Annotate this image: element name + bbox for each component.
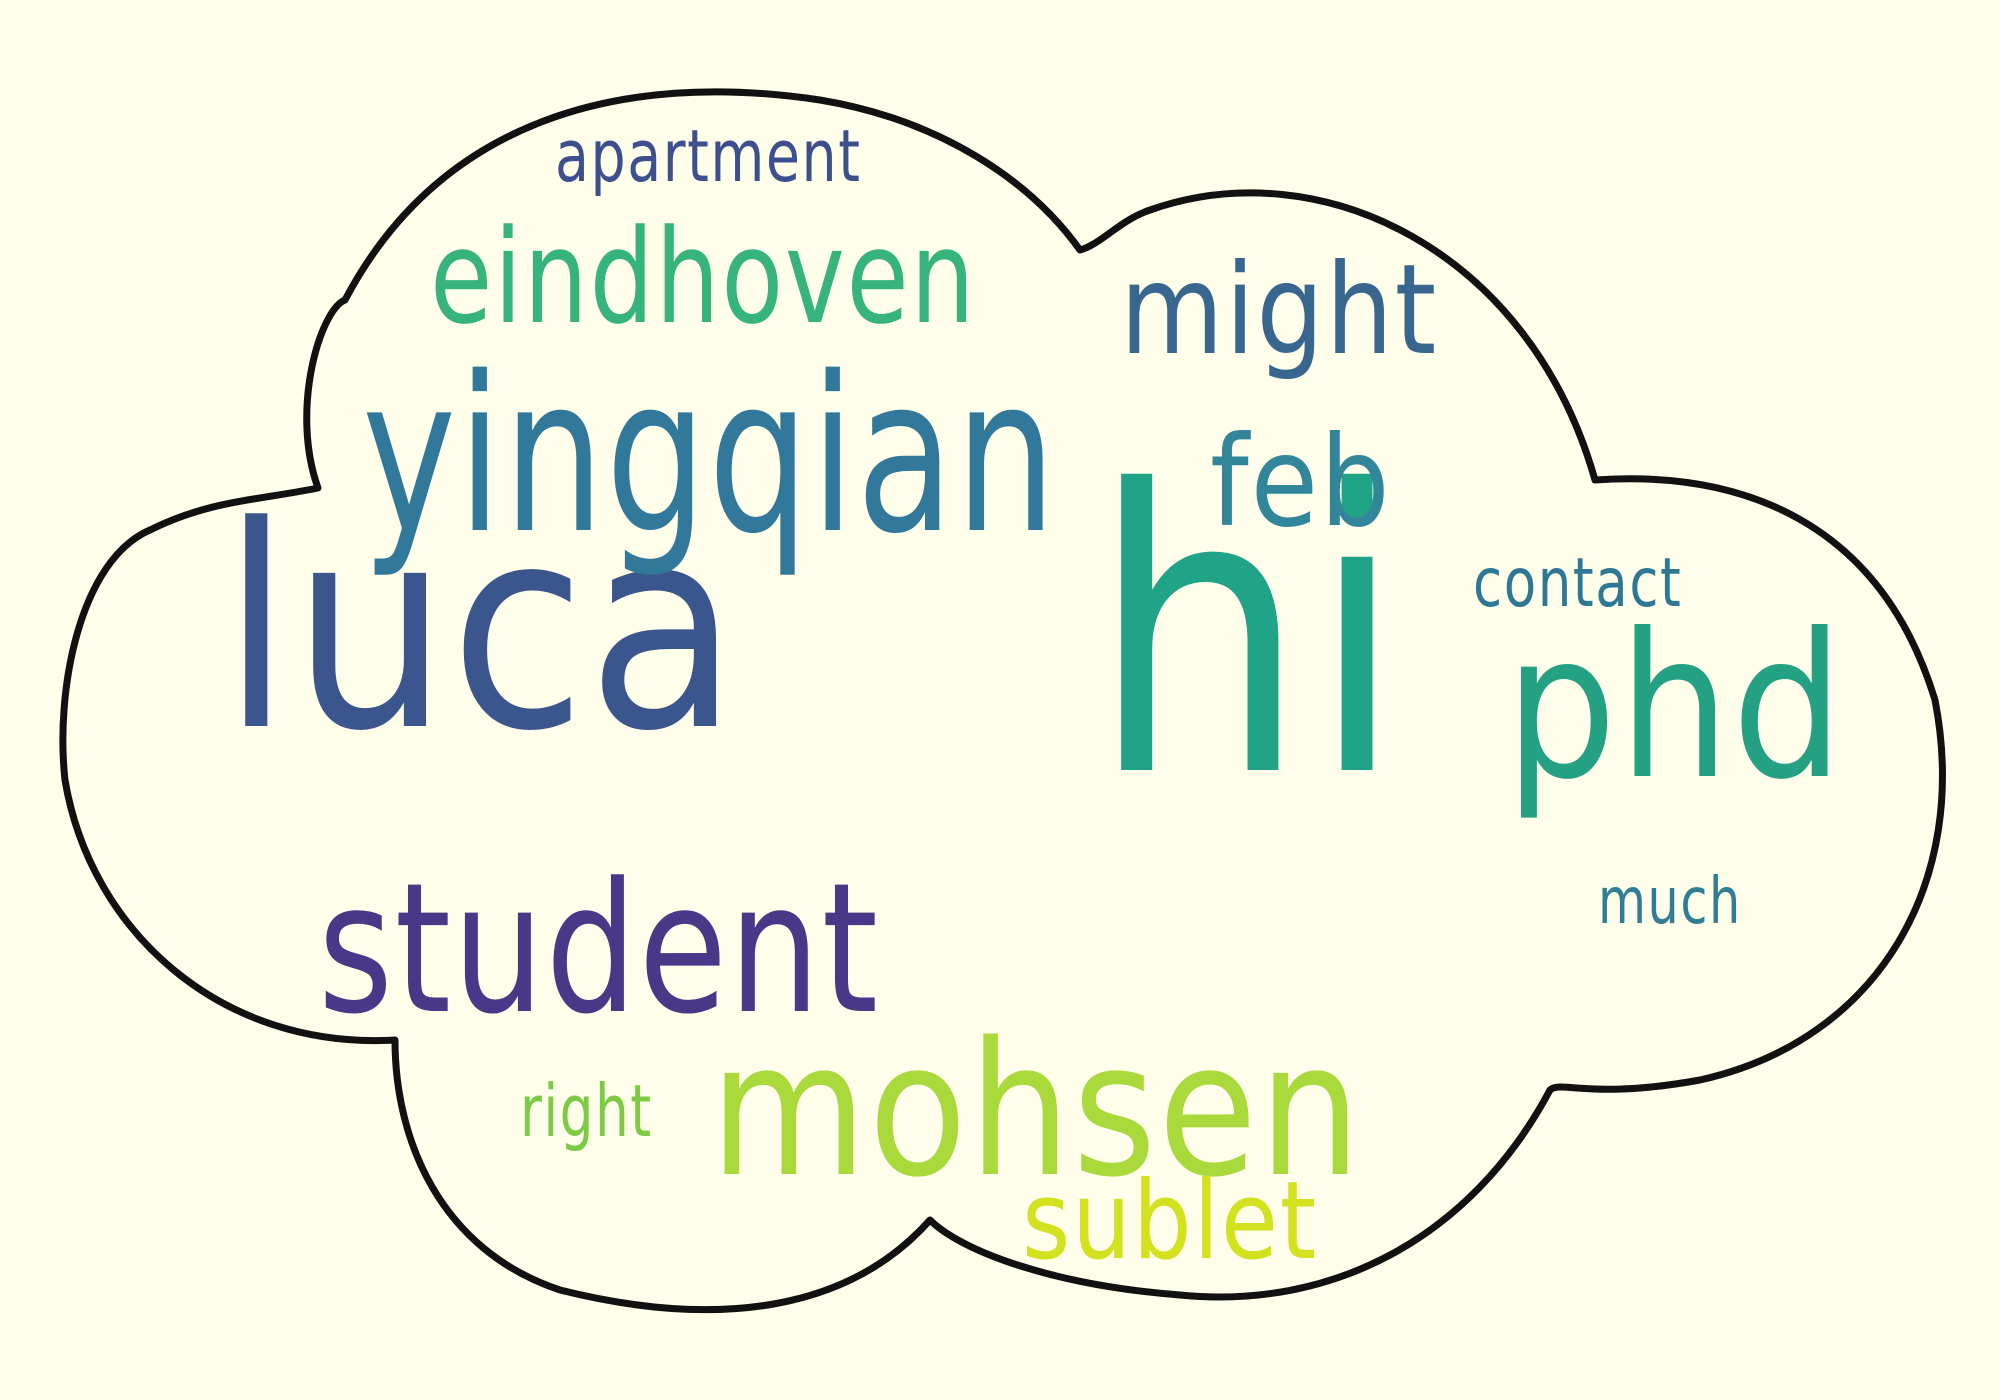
word-right: right (520, 1069, 653, 1153)
word-hi: hi (1090, 408, 1407, 862)
word-contact: contact (1473, 544, 1683, 623)
word-much: much (1598, 865, 1742, 939)
word-luca: luca (222, 467, 741, 793)
word-feb: feb (1210, 410, 1392, 555)
word-mohsen: mohsen (710, 1002, 1363, 1218)
word-apartment: apartment (555, 114, 862, 198)
word-phd: phd (1505, 591, 1846, 824)
word-sublet: sublet (1022, 1159, 1318, 1284)
word-eindhoven: eindhoven (430, 201, 977, 353)
word-yingqian: yingqian (362, 330, 1058, 581)
word-student: student (318, 845, 880, 1054)
cloud-outline-path (59, 88, 1946, 1314)
word-might: might (1120, 238, 1438, 383)
